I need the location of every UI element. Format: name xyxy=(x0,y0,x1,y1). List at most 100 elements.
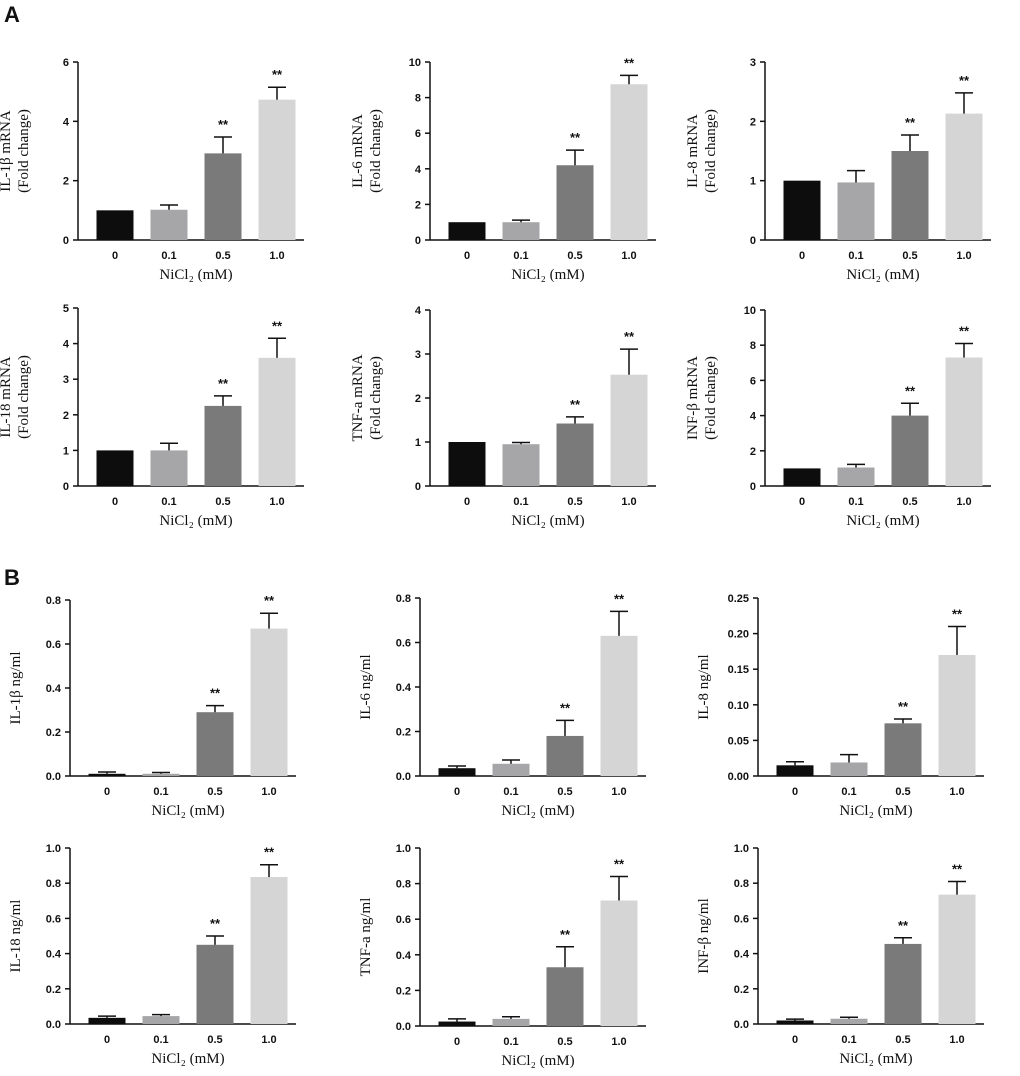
bar xyxy=(150,209,188,240)
x-tick-label: 1.0 xyxy=(269,496,284,508)
y-tick-label: 2 xyxy=(750,446,756,458)
x-tick-label: 1.0 xyxy=(949,786,964,798)
bar xyxy=(891,415,929,486)
y-axis-title: IL-8 ng/ml xyxy=(696,654,712,719)
bar xyxy=(776,1020,814,1024)
x-tick-label: 0.5 xyxy=(207,1034,222,1046)
bar xyxy=(502,222,540,240)
x-axis-title: NiCl₂ (mM) xyxy=(846,267,919,283)
y-axis-title: IL-18 mRNA xyxy=(0,356,14,437)
x-tick-label: 0 xyxy=(464,496,470,508)
bar xyxy=(250,628,288,776)
panel-b-label: B xyxy=(4,565,20,590)
y-tick-label: 4 xyxy=(750,411,757,423)
significance-marker: ** xyxy=(614,856,625,871)
bar xyxy=(556,165,594,240)
y-tick-label: 0.4 xyxy=(396,950,412,962)
y-tick-label: 0.4 xyxy=(734,949,750,961)
x-tick-label: 0 xyxy=(104,786,110,798)
x-tick-label: 1.0 xyxy=(611,1036,626,1048)
bar xyxy=(196,944,234,1024)
significance-marker: ** xyxy=(218,117,229,132)
x-tick-label: 0 xyxy=(104,1034,110,1046)
bar xyxy=(837,182,875,240)
y-tick-label: 0.4 xyxy=(46,949,62,961)
y-tick-label: 1 xyxy=(63,445,69,457)
bar xyxy=(783,180,821,240)
significance-marker: ** xyxy=(959,323,970,338)
y-axis-title: (Fold change) xyxy=(368,356,384,440)
y-tick-label: 1 xyxy=(750,176,756,188)
y-tick-label: 0.05 xyxy=(728,735,749,747)
bar xyxy=(945,357,983,486)
x-tick-label: 0.1 xyxy=(513,496,528,508)
x-tick-label: 0 xyxy=(799,250,805,262)
bar xyxy=(196,712,234,776)
x-tick-label: 0 xyxy=(799,496,805,508)
significance-marker: ** xyxy=(570,397,581,412)
y-axis-title: IL-6 mRNA xyxy=(350,114,366,188)
bar xyxy=(88,773,126,776)
significance-marker: ** xyxy=(614,591,625,606)
x-axis-title: NiCl₂ (mM) xyxy=(159,267,232,283)
y-tick-label: 0.2 xyxy=(734,984,749,996)
x-axis-title: NiCl₂ (mM) xyxy=(511,267,584,283)
y-tick-label: 0.0 xyxy=(734,1019,749,1031)
y-tick-label: 3 xyxy=(415,349,421,361)
y-axis-title: TNF-a ng/ml xyxy=(358,898,374,977)
significance-marker: ** xyxy=(218,376,229,391)
y-tick-label: 0.6 xyxy=(396,638,411,650)
y-tick-label: 0.2 xyxy=(46,727,61,739)
x-tick-label: 0 xyxy=(792,1034,798,1046)
bar xyxy=(776,765,814,776)
x-tick-label: 0.1 xyxy=(503,786,518,798)
y-tick-label: 5 xyxy=(63,303,69,315)
y-tick-label: 6 xyxy=(63,57,69,69)
y-tick-label: 0.4 xyxy=(396,682,412,694)
y-tick-label: 0.8 xyxy=(46,878,61,890)
y-tick-label: 6 xyxy=(415,128,421,140)
bar xyxy=(150,450,188,486)
y-tick-label: 4 xyxy=(415,305,422,317)
y-axis-title: TNF-a mRNA xyxy=(350,354,366,441)
x-tick-label: 0.5 xyxy=(895,1034,910,1046)
significance-marker: ** xyxy=(272,67,283,82)
x-tick-label: 0.1 xyxy=(503,1036,518,1048)
y-tick-label: 0.0 xyxy=(396,1021,411,1033)
bar xyxy=(600,635,638,776)
y-tick-label: 0 xyxy=(750,481,756,493)
x-tick-label: 1.0 xyxy=(611,786,626,798)
significance-marker: ** xyxy=(905,383,916,398)
x-axis-title: NiCl₂ (mM) xyxy=(151,1051,224,1067)
y-axis-title: IL-6 ng/ml xyxy=(358,654,374,719)
bar xyxy=(448,222,486,240)
x-tick-label: 1.0 xyxy=(269,250,284,262)
bar xyxy=(96,210,134,240)
significance-marker: ** xyxy=(624,329,635,344)
bar xyxy=(600,900,638,1026)
y-tick-label: 0.20 xyxy=(728,629,749,641)
x-tick-label: 0.1 xyxy=(161,496,176,508)
y-tick-label: 0.2 xyxy=(396,985,411,997)
bar xyxy=(438,768,476,776)
y-axis-title: IL-1β mRNA xyxy=(0,110,14,192)
y-axis-title: (Fold change) xyxy=(368,109,384,193)
x-axis-title: NiCl₂ (mM) xyxy=(151,803,224,819)
significance-marker: ** xyxy=(264,593,275,608)
y-tick-label: 0.4 xyxy=(46,683,62,695)
y-tick-label: 0.8 xyxy=(396,879,411,891)
x-axis-title: NiCl₂ (mM) xyxy=(501,1053,574,1069)
significance-marker: ** xyxy=(560,700,571,715)
y-tick-label: 2 xyxy=(63,410,69,422)
y-tick-label: 0.10 xyxy=(728,700,749,712)
y-tick-label: 0.00 xyxy=(728,771,749,783)
bar xyxy=(142,773,180,776)
x-tick-label: 0.1 xyxy=(153,1034,168,1046)
bar xyxy=(610,374,648,486)
significance-marker: ** xyxy=(898,918,909,933)
y-axis-title: (Fold change) xyxy=(703,109,719,193)
x-tick-label: 1.0 xyxy=(261,1034,276,1046)
y-tick-label: 0.0 xyxy=(396,771,411,783)
bar xyxy=(142,1016,180,1024)
